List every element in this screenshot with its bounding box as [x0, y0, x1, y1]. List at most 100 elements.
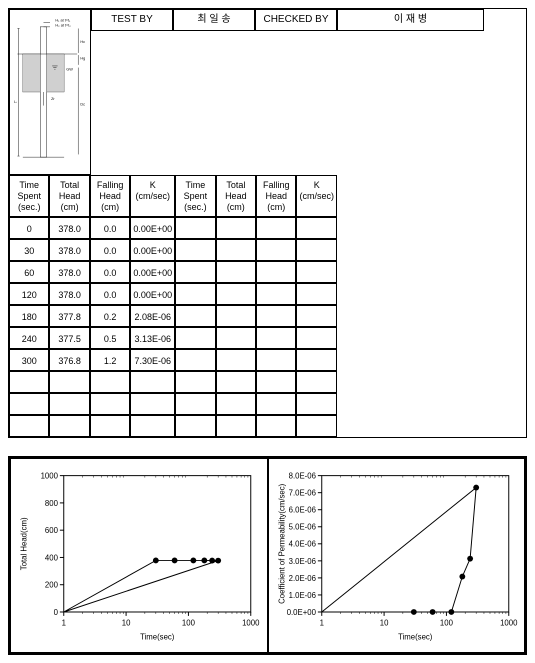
table-cell: 376.8 — [49, 349, 89, 371]
table-cell: 300 — [9, 349, 49, 371]
table-cell: 377.8 — [49, 305, 89, 327]
table-cell — [296, 349, 337, 371]
table-cell — [130, 371, 175, 393]
svg-text:7.0E-06: 7.0E-06 — [288, 489, 315, 498]
svg-text:800: 800 — [45, 499, 59, 508]
table-cell — [9, 393, 49, 415]
svg-text:100: 100 — [439, 619, 453, 628]
table-cell: 3.13E-06 — [130, 327, 175, 349]
svg-text:Lᵢ: Lᵢ — [14, 100, 17, 104]
table-cell — [296, 261, 337, 283]
svg-text:H₁ at t=t₁: H₁ at t=t₁ — [55, 18, 71, 22]
table-cell — [90, 393, 130, 415]
table-cell — [256, 393, 296, 415]
table-cell — [296, 371, 337, 393]
svg-text:1000: 1000 — [41, 472, 59, 481]
table-cell — [175, 393, 215, 415]
svg-text:0.0E+00: 0.0E+00 — [286, 608, 316, 617]
table-cell — [296, 239, 337, 261]
table-cell — [216, 217, 256, 239]
table-cell: 0.00E+00 — [130, 239, 175, 261]
table-cell — [216, 371, 256, 393]
svg-text:6.0E-06: 6.0E-06 — [288, 506, 315, 515]
table-cell — [216, 327, 256, 349]
table-cell — [175, 349, 215, 371]
table-cell: 2.08E-06 — [130, 305, 175, 327]
table-cell — [130, 393, 175, 415]
test-by-label: TEST BY — [91, 9, 173, 31]
table-cell: 240 — [9, 327, 49, 349]
table-cell — [175, 217, 215, 239]
table-cell — [216, 305, 256, 327]
table-cell — [216, 239, 256, 261]
table-cell — [9, 371, 49, 393]
table-cell: 378.0 — [49, 217, 89, 239]
table-cell: 180 — [9, 305, 49, 327]
table-cell — [256, 261, 296, 283]
diagram-cell: H₁ at t=t₁ H₂ at t=t₂ Hc Hg GW Zr Dc — [9, 9, 91, 175]
svg-text:Coefficient of Permeability(cm: Coefficient of Permeability(cm/sec) — [277, 483, 286, 603]
svg-text:GW: GW — [66, 67, 73, 71]
svg-text:Dc: Dc — [80, 103, 85, 107]
table-cell — [296, 217, 337, 239]
svg-text:10: 10 — [122, 619, 131, 628]
svg-text:0: 0 — [54, 608, 59, 617]
table-cell — [175, 283, 215, 305]
table-cell: 30 — [9, 239, 49, 261]
col-head-6: FallingHead(cm) — [256, 175, 296, 217]
table-cell: 0.0 — [90, 217, 130, 239]
table-cell — [49, 415, 89, 437]
svg-text:2.0E-06: 2.0E-06 — [288, 574, 315, 583]
svg-text:100: 100 — [182, 619, 196, 628]
header-row: TEST BY 최 일 송 CHECKED BY 이 재 병 H₁ at t=t… — [8, 8, 527, 438]
table-cell — [216, 393, 256, 415]
table-cell: 0.0 — [90, 239, 130, 261]
table-cell: 0 — [9, 217, 49, 239]
checked-by-value: 이 재 병 — [337, 9, 484, 31]
checked-by-label: CHECKED BY — [255, 9, 337, 31]
data-table: TimeSpent(sec.)TotalHead(cm)FallingHead(… — [9, 175, 337, 437]
table-cell — [90, 415, 130, 437]
table-cell — [216, 415, 256, 437]
table-cell — [256, 327, 296, 349]
svg-text:10: 10 — [379, 619, 388, 628]
table-cell — [296, 393, 337, 415]
svg-text:600: 600 — [45, 526, 59, 535]
svg-text:400: 400 — [45, 553, 59, 562]
chart-total-head: 110100100002004006008001000Time(sec)Tota… — [10, 458, 268, 653]
table-cell: 120 — [9, 283, 49, 305]
test-by-value: 최 일 송 — [173, 9, 255, 31]
table-cell: 0.5 — [90, 327, 130, 349]
apparatus-diagram: H₁ at t=t₁ H₂ at t=t₂ Hc Hg GW Zr Dc — [12, 14, 88, 170]
table-cell — [256, 349, 296, 371]
table-cell — [296, 305, 337, 327]
table-cell — [49, 371, 89, 393]
svg-text:Total Head(cm): Total Head(cm) — [20, 517, 29, 570]
table-cell — [296, 415, 337, 437]
table-cell — [49, 393, 89, 415]
table-cell — [216, 261, 256, 283]
col-head-2: FallingHead(cm) — [90, 175, 130, 217]
table-cell: 0.0 — [90, 261, 130, 283]
table-cell — [256, 371, 296, 393]
svg-text:Hc: Hc — [80, 40, 85, 44]
table-cell: 0.00E+00 — [130, 261, 175, 283]
col-head-0: TimeSpent(sec.) — [9, 175, 49, 217]
svg-text:1000: 1000 — [500, 619, 518, 628]
table-cell: 0.00E+00 — [130, 283, 175, 305]
table-cell: 1.2 — [90, 349, 130, 371]
svg-text:3.0E-06: 3.0E-06 — [288, 557, 315, 566]
table-cell — [256, 239, 296, 261]
col-head-3: K(cm/sec) — [130, 175, 175, 217]
table-cell — [256, 305, 296, 327]
table-cell: 378.0 — [49, 283, 89, 305]
chart-permeability: 11010010000.0E+001.0E-062.0E-063.0E-064.… — [268, 458, 526, 653]
table-cell — [130, 415, 175, 437]
table-cell — [175, 415, 215, 437]
table-cell: 377.5 — [49, 327, 89, 349]
table-cell — [175, 239, 215, 261]
svg-text:1: 1 — [319, 619, 323, 628]
table-cell: 0.00E+00 — [130, 217, 175, 239]
table-cell — [216, 349, 256, 371]
table-cell — [256, 415, 296, 437]
